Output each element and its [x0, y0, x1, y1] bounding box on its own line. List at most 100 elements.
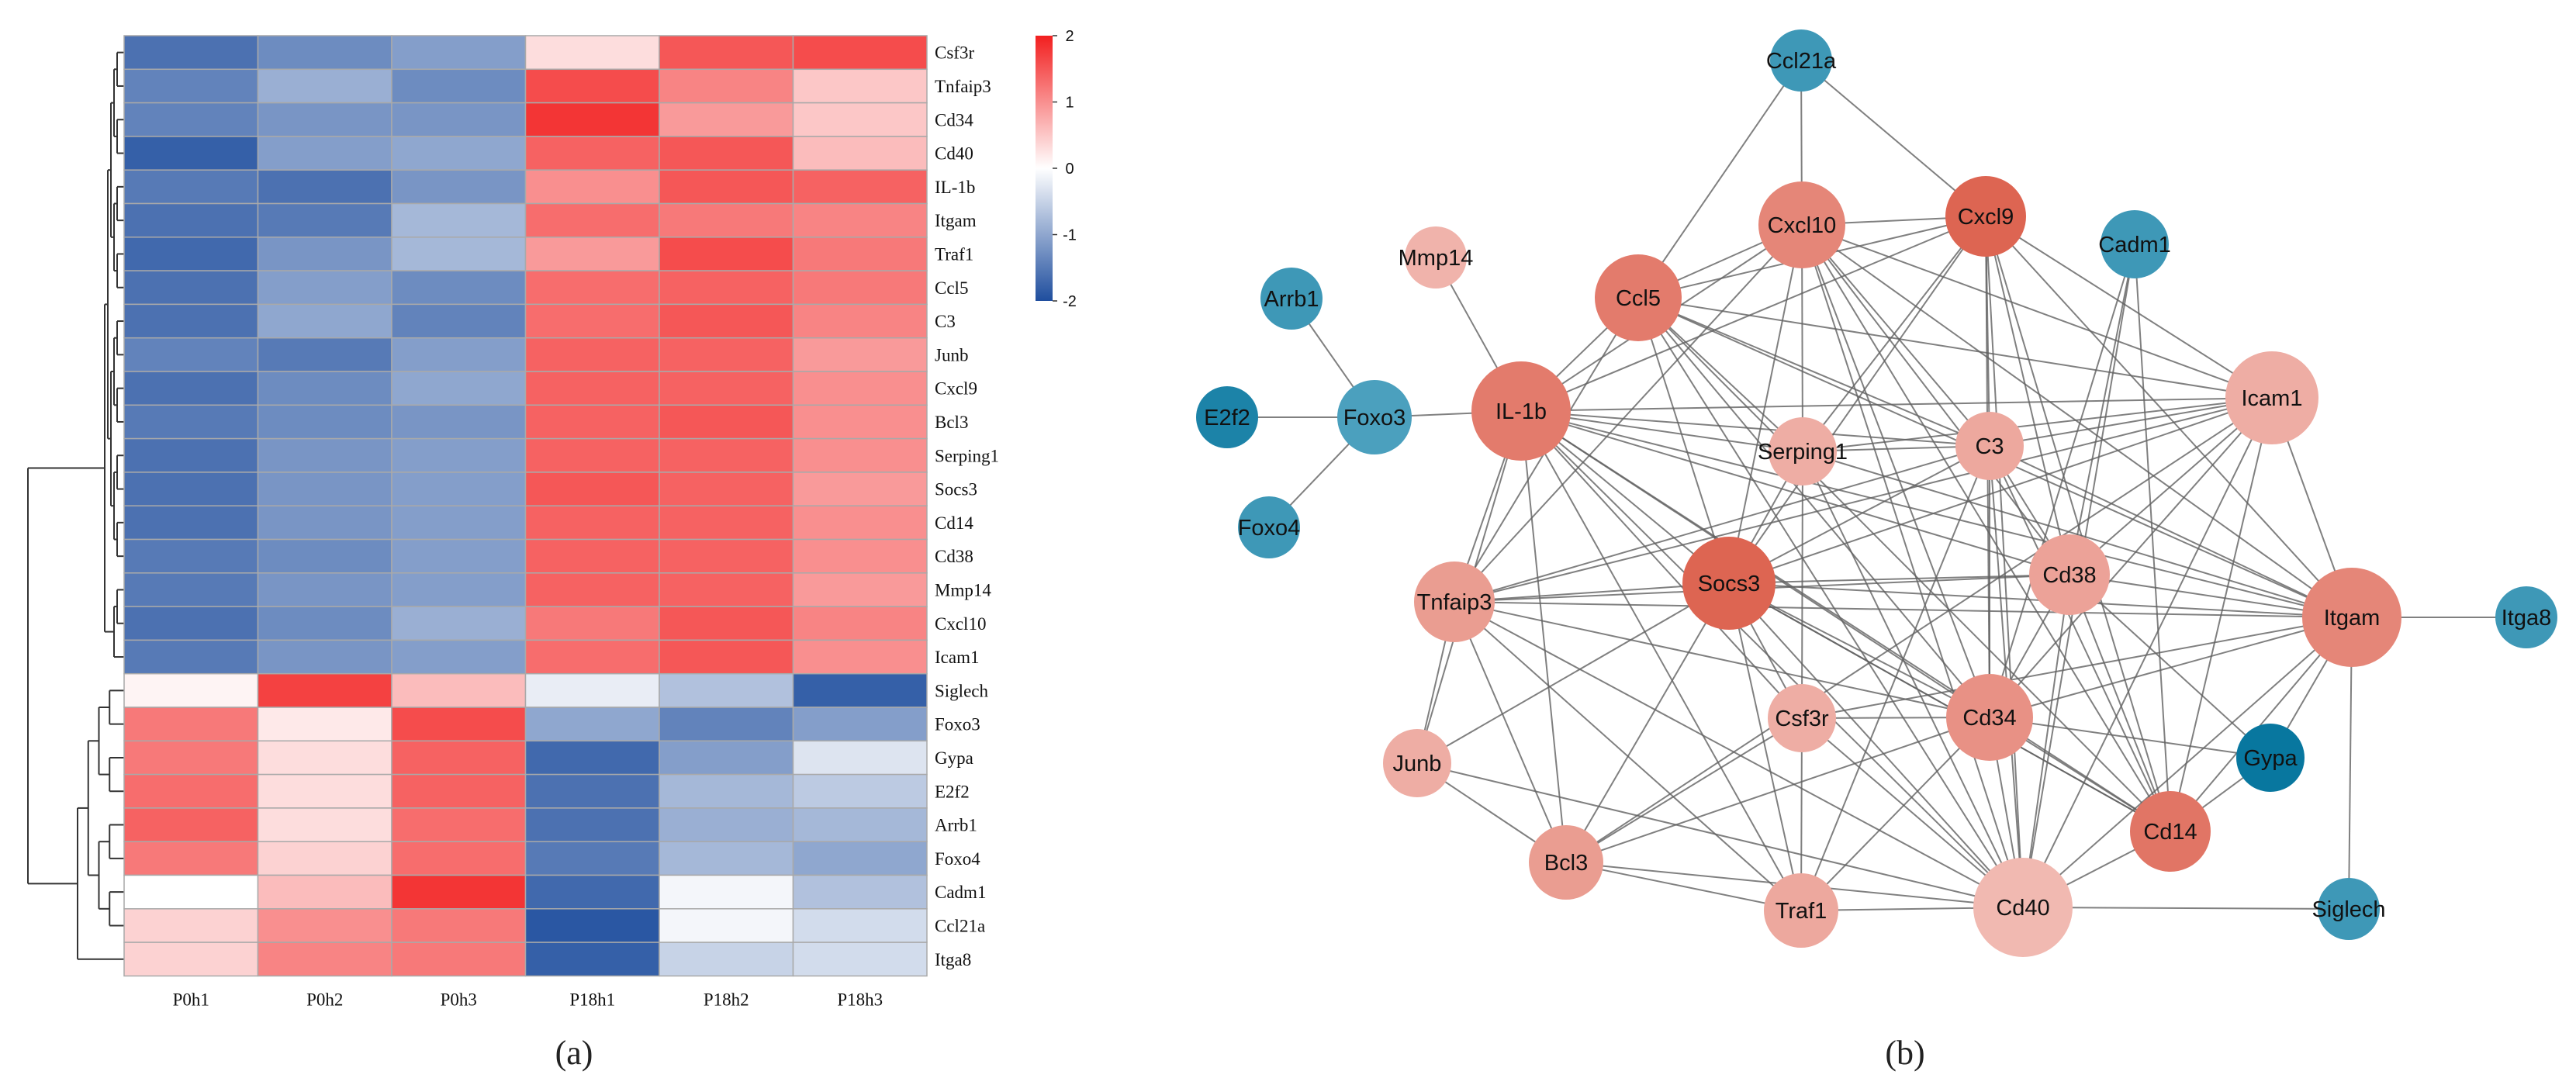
heatmap-cell — [524, 169, 660, 205]
heatmap-cell — [391, 68, 527, 104]
network-edge — [1520, 397, 2273, 412]
heatmap-cell — [659, 202, 794, 238]
heatmap-cell — [257, 908, 392, 943]
heatmap-cell — [123, 270, 259, 306]
node-label: Cd34 — [1962, 706, 2016, 731]
network-edge — [1985, 216, 2024, 908]
node-label: E2f2 — [1204, 406, 1250, 430]
heatmap-cell — [659, 337, 794, 372]
network-edge — [2134, 244, 2171, 832]
column-label: P0h3 — [441, 990, 477, 1009]
node-label: Cxcl9 — [1958, 205, 2014, 230]
network-edge — [1565, 862, 1802, 911]
heatmap-cell — [792, 773, 928, 809]
heatmap-cell — [524, 572, 660, 607]
heatmap-cell — [659, 740, 794, 776]
heatmap-cell — [792, 337, 928, 372]
heatmap-cell — [257, 639, 392, 675]
network-edge — [1728, 582, 1802, 911]
network-node: Itga8 — [2495, 586, 2557, 648]
network-edge — [1801, 224, 2353, 618]
heatmap-cell — [524, 505, 660, 541]
heatmap-cell — [257, 606, 392, 641]
heatmap-cell — [391, 237, 527, 271]
network-edge — [1728, 445, 1990, 584]
network-node: Cd14 — [2130, 791, 2211, 872]
heatmap-cell — [391, 874, 527, 910]
row-label: Junb — [935, 345, 968, 365]
heatmap-cell — [257, 437, 392, 473]
heatmap-cell — [792, 740, 928, 776]
heatmap-cell — [792, 874, 928, 910]
heatmap-cell — [257, 572, 392, 607]
heatmap-cell — [792, 472, 928, 506]
node-label: Cadm1 — [2098, 233, 2171, 257]
node-label: Csf3r — [1775, 707, 1829, 731]
network-node: Cxcl10 — [1758, 181, 1845, 268]
colorbar-tick-label: 0 — [1065, 161, 1074, 178]
network-edge — [1454, 224, 1803, 603]
row-label: Cd38 — [935, 547, 973, 566]
heatmap-cell — [257, 303, 392, 339]
node-circle — [1945, 176, 2026, 257]
network-edge — [1989, 445, 2024, 908]
heatmap-cell — [257, 337, 392, 372]
network-node: Traf1 — [1764, 873, 1838, 948]
heatmap-panel: Csf3r Tnfaip3 Cd34 Cd40 IL-1b Itgam Traf1 Ccl5 C… — [27, 28, 1077, 1072]
network-edge — [1637, 297, 2171, 832]
node-circle — [1764, 873, 1838, 948]
heatmap-cell — [524, 202, 660, 238]
heatmap-cell — [524, 68, 660, 104]
network-edge — [1454, 601, 1990, 718]
heatmap-cell — [659, 404, 794, 440]
node-circle — [1955, 412, 2024, 480]
node-label: Ccl5 — [1616, 286, 1661, 311]
heatmap-cell — [123, 707, 259, 742]
colorbar-tick-label: -1 — [1063, 227, 1077, 244]
network-edge — [1801, 224, 2024, 908]
heatmap-cell — [524, 102, 660, 137]
column-label: P0h2 — [306, 990, 343, 1009]
network-edge — [1728, 582, 2024, 908]
heatmap-cell — [123, 102, 259, 137]
node-label: Junb — [1393, 752, 1442, 776]
row-label: C3 — [935, 312, 956, 331]
node-circle — [1973, 858, 2073, 957]
heatmap-cell — [792, 202, 928, 238]
heatmap-cell — [123, 371, 259, 406]
network-edge — [1565, 397, 2273, 863]
network-edge — [1801, 224, 2273, 399]
row-label: Cd34 — [935, 110, 973, 130]
network-edge — [1454, 601, 1567, 863]
heatmap-cell — [391, 942, 527, 977]
heatmap-cell — [257, 505, 392, 541]
network-edge — [2022, 397, 2273, 908]
heatmap-cell — [391, 773, 527, 809]
node-circle — [1260, 268, 1323, 330]
heatmap-cell — [123, 437, 259, 473]
heatmap-cell — [659, 371, 794, 406]
heatmap-cell — [792, 841, 928, 876]
heatmap-cell — [659, 303, 794, 339]
network-edge — [1989, 617, 2353, 718]
network-node: Cadm1 — [2098, 210, 2171, 278]
node-circle — [1769, 417, 1837, 485]
heatmap-cell — [792, 707, 928, 742]
heatmap-cell — [257, 270, 392, 306]
node-label: Siglech — [2311, 897, 2385, 922]
node-label: Cxcl10 — [1768, 213, 1837, 238]
heatmap-cell — [524, 707, 660, 742]
network-edge — [1801, 617, 2353, 719]
node-circle — [1383, 729, 1451, 797]
network-edge — [1728, 574, 2070, 584]
heatmap-cell — [257, 942, 392, 977]
network-edge — [1565, 582, 1730, 863]
node-circle — [2495, 586, 2557, 648]
heatmap-cell — [792, 102, 928, 137]
heatmap-cell — [792, 606, 928, 641]
heatmap-cell — [123, 169, 259, 205]
network-edge — [1728, 582, 1990, 718]
row-label: Itga8 — [935, 950, 971, 969]
network-edge — [1728, 397, 2273, 584]
